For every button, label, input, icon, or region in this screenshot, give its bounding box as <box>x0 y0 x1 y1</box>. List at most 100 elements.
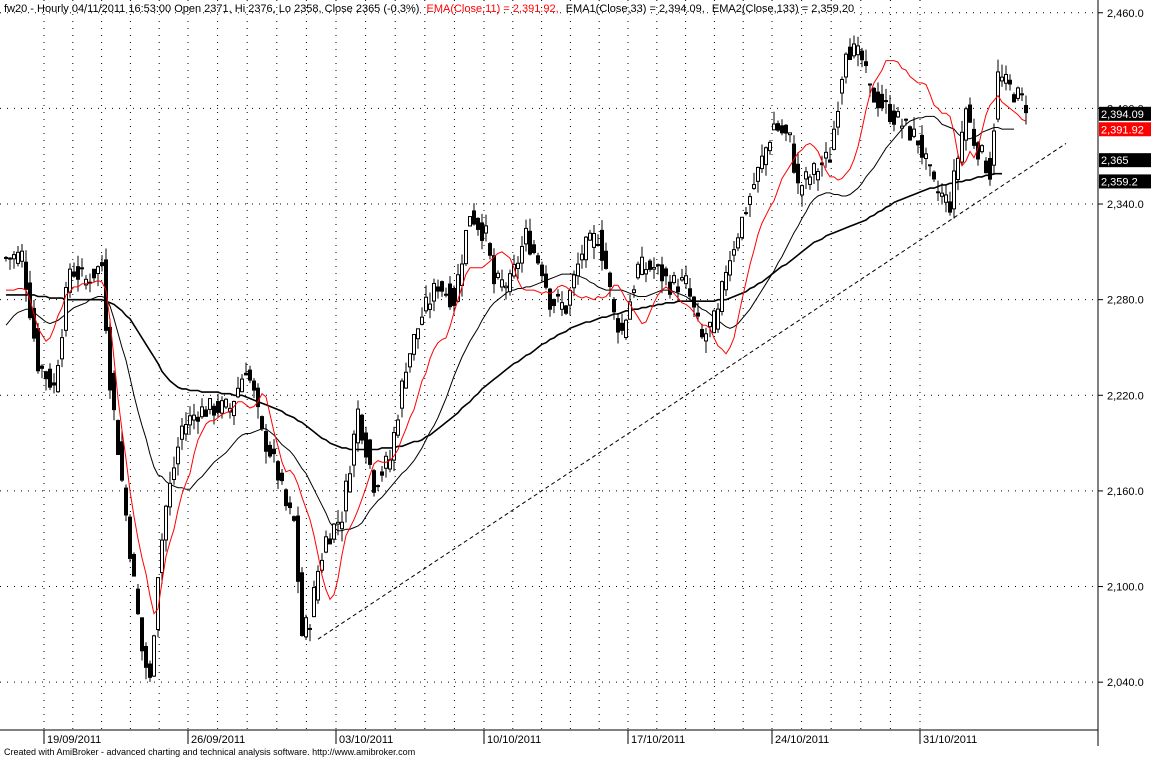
price-tick-label: 2,160.0 <box>1107 486 1144 498</box>
candle-body <box>564 305 568 314</box>
candle-body <box>264 431 268 452</box>
candle-body <box>116 420 120 455</box>
candle-body <box>884 100 888 103</box>
candle-body <box>892 110 896 125</box>
candle-body <box>176 446 180 465</box>
candle-body <box>216 401 220 413</box>
candle-body <box>768 141 772 152</box>
candle-body <box>516 262 520 270</box>
time-tick-label: 03/10/2011 <box>339 734 393 746</box>
candle-body <box>652 267 656 270</box>
candle-body <box>36 328 40 372</box>
candle-body <box>380 471 384 476</box>
ema-series <box>6 60 1027 615</box>
candle-body <box>276 461 280 481</box>
candle-body <box>756 166 760 182</box>
candle-body <box>716 308 720 330</box>
candle-body <box>692 296 696 308</box>
candle-body <box>660 264 664 282</box>
candle-body <box>432 282 436 302</box>
candle-body <box>824 151 828 159</box>
candle-body <box>16 251 20 264</box>
last-value-labels: 2,394.09 2,391.92 2,365 2,359.2 <box>1099 106 1151 189</box>
candle-body <box>412 333 416 355</box>
candle-body <box>940 192 944 197</box>
candle-body <box>392 432 396 461</box>
candle-body <box>596 243 600 246</box>
candle-body <box>168 482 172 508</box>
candle-body <box>748 196 752 205</box>
candle-body <box>988 158 992 180</box>
candle-body <box>552 298 556 306</box>
candle-body <box>288 502 292 509</box>
last-value-label: 2,365 <box>1101 155 1129 167</box>
candle-body <box>280 472 284 482</box>
candle-body <box>424 296 428 312</box>
candle-body <box>100 262 104 267</box>
candle-body <box>96 266 100 274</box>
candle-body <box>184 424 188 435</box>
candle-body <box>348 473 352 493</box>
candle-body <box>284 489 288 507</box>
candle-body <box>244 372 248 376</box>
candle-body <box>408 353 412 368</box>
price-tick-label: 2,340.0 <box>1107 199 1144 211</box>
candle-body <box>860 50 864 61</box>
candle-body <box>680 277 684 281</box>
candle-body <box>644 269 648 275</box>
candle-body <box>448 283 452 308</box>
symbol-info: fw20 - Hourly 04/11/2011 16:53:00 Open 2… <box>4 3 419 15</box>
chart-header: fw20 - Hourly 04/11/2011 16:53:00 Open 2… <box>4 3 854 15</box>
time-tick-label: 26/09/2011 <box>191 734 245 746</box>
candle-body <box>828 159 832 163</box>
candle-body <box>856 45 860 56</box>
candle-body <box>172 467 176 480</box>
candle-body <box>364 432 368 458</box>
last-value-label: 2,359.2 <box>1101 176 1138 188</box>
time-tick-label: 10/10/2011 <box>487 734 541 746</box>
candle-body <box>468 216 472 227</box>
candle-body <box>1012 94 1016 103</box>
candle-body <box>664 268 668 277</box>
candle-body <box>76 266 80 280</box>
candle-body <box>572 274 576 289</box>
candle-body <box>292 516 296 521</box>
candle-body <box>872 87 876 103</box>
candle-body <box>696 312 700 317</box>
candle-body <box>864 61 868 67</box>
last-value-box <box>1099 122 1151 137</box>
ema2-legend: EMA2(Close,133) = 2,359.20 <box>712 3 854 15</box>
candle-body <box>112 372 116 411</box>
candle-body <box>812 163 816 175</box>
candle-body <box>148 663 152 678</box>
candle-body <box>388 459 392 470</box>
price-tick-label: 2,040.0 <box>1107 677 1144 689</box>
candle-body <box>760 155 764 170</box>
candle-body <box>792 143 796 173</box>
candle-body <box>488 243 492 256</box>
candle-body <box>436 286 440 292</box>
candle-body <box>428 303 432 310</box>
candle-body <box>60 337 64 360</box>
candle-body <box>24 261 28 290</box>
candle-body <box>844 53 848 78</box>
candle-body <box>472 210 476 225</box>
candle-body <box>668 281 672 295</box>
candle-body <box>344 480 348 512</box>
candle-body <box>724 271 728 291</box>
candle-body <box>832 128 836 150</box>
candle-body <box>876 91 880 109</box>
candle-body <box>72 271 76 277</box>
candle-body <box>648 260 652 270</box>
candle-body <box>744 212 748 215</box>
time-axis: 19/09/2011 26/09/2011 03/10/2011 10/10/2011… <box>43 730 977 746</box>
candle-body <box>616 318 620 333</box>
candle-body <box>688 288 692 297</box>
candle-body <box>56 365 60 393</box>
time-tick-label: 17/10/2011 <box>631 734 685 746</box>
candle-body <box>704 333 708 342</box>
candle-body <box>332 523 336 540</box>
candle-body <box>504 285 508 289</box>
